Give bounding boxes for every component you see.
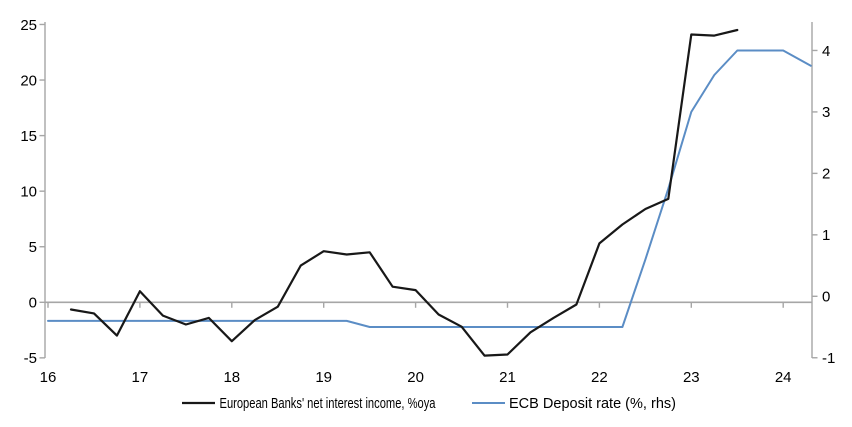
x-axis-tick-label: 16 — [40, 369, 57, 386]
right-axis-tick-label: 0 — [822, 289, 830, 306]
left-axis-tick-label: 20 — [20, 72, 37, 89]
right-axis-tick-label: 4 — [822, 43, 830, 60]
x-axis-tick-label: 22 — [591, 369, 608, 386]
x-axis-tick-label: 17 — [132, 369, 149, 386]
series-line-nii — [69, 28, 739, 357]
left-axis-tick-label: 25 — [20, 17, 37, 34]
right-axis-tick-label: 2 — [822, 166, 830, 183]
left-axis-tick-label: 0 — [29, 295, 37, 312]
x-axis-tick-label: 24 — [775, 369, 792, 386]
legend-label-nii: European Banks' net interest income, %oy… — [220, 395, 436, 412]
series-layer — [47, 28, 812, 357]
left-axis-tick-label: -5 — [24, 350, 37, 367]
right-axis-tick-label: 3 — [822, 104, 830, 121]
x-axis-tick-label: 23 — [683, 369, 700, 386]
right-axis-tick-label: -1 — [822, 350, 835, 367]
legend: European Banks' net interest income, %oy… — [182, 395, 676, 412]
left-axis-tick-label: 15 — [20, 128, 37, 145]
left-axis-tick-label: 10 — [20, 183, 37, 200]
series-line-ecb — [47, 49, 812, 328]
x-axis-tick-label: 20 — [407, 369, 424, 386]
x-axis-tick-label: 18 — [223, 369, 240, 386]
x-axis-tick-label: 21 — [499, 369, 516, 386]
x-axis-tick-label: 19 — [315, 369, 332, 386]
left-axis-tick-label: 5 — [29, 239, 37, 256]
legend-label-ecb: ECB Deposit rate (%, rhs) — [509, 395, 676, 412]
right-axis-tick-label: 1 — [822, 227, 830, 244]
